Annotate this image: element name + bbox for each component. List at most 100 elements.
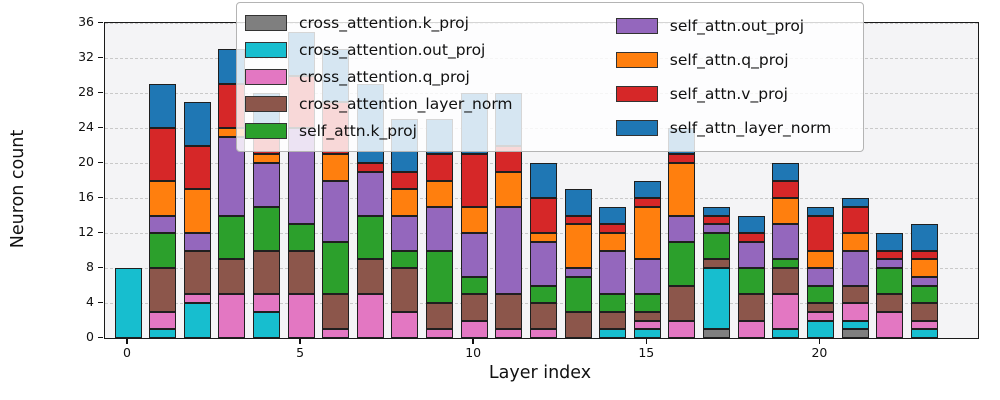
bar-segment-self_attn_layer_norm (806, 206, 834, 216)
legend-swatch-icon-cross_attention_layer_norm (245, 96, 287, 113)
bar-segment-cross_attention.k_proj (841, 329, 869, 338)
bar-layer-18 (737, 215, 765, 338)
bar-segment-self_attn.q_proj (183, 189, 211, 233)
legend-label: self_attn.out_proj (669, 17, 805, 35)
bar-segment-cross_attention.q_proj (183, 294, 211, 303)
bar-segment-cross_attention_layer_norm (841, 285, 869, 303)
legend-swatch-icon-self_attn.out_proj (615, 18, 658, 34)
legend-swatch-icon-self_attn.q_proj (615, 52, 658, 68)
legend-item-self_attn_layer_norm: self_attn_layer_norm (615, 115, 855, 142)
legend-item-cross_attention.out_proj: cross_attention.out_proj (245, 36, 616, 63)
bar-segment-cross_attention.out_proj (841, 320, 869, 330)
y-tick-label-16: 16 (78, 189, 94, 204)
bar-layer-15 (633, 180, 661, 338)
legend-swatch-icon-self_attn_layer_norm (615, 120, 658, 136)
bar-segment-self_attn.k_proj (287, 224, 315, 251)
bar-segment-cross_attention.q_proj (426, 329, 454, 338)
bar-segment-self_attn.v_proj (564, 215, 592, 225)
bar-segment-self_attn.k_proj (564, 276, 592, 312)
bar-segment-self_attn.q_proj (495, 171, 523, 207)
legend-label: self_attn.q_proj (669, 51, 789, 69)
bar-layer-23 (910, 224, 938, 338)
bar-segment-self_attn.k_proj (322, 241, 350, 295)
bar-segment-self_attn_layer_norm (841, 198, 869, 207)
bar-segment-self_attn.k_proj (633, 294, 661, 312)
bar-segment-self_attn.k_proj (772, 259, 800, 268)
bar-segment-self_attn.v_proj (183, 145, 211, 190)
bar-segment-self_attn.v_proj (910, 250, 938, 260)
bar-segment-cross_attention.q_proj (218, 294, 246, 338)
bar-segment-self_attn.q_proj (322, 154, 350, 181)
bar-segment-self_attn.k_proj (356, 215, 384, 260)
bar-layer-8 (391, 119, 419, 338)
bar-segment-self_attn.out_proj (391, 215, 419, 251)
bar-segment-cross_attention.out_proj (149, 329, 177, 338)
y-tick-label-20: 20 (78, 154, 94, 169)
bar-segment-cross_attention.out_proj (633, 329, 661, 338)
bar-segment-cross_attention.out_proj (703, 268, 731, 330)
bar-segment-self_attn.k_proj (910, 285, 938, 303)
x-tick-label-10: 10 (465, 345, 482, 360)
legend-swatch-icon-cross_attention.out_proj (245, 41, 287, 58)
bar-segment-self_attn.out_proj (806, 268, 834, 286)
bar-segment-self_attn.v_proj (391, 171, 419, 190)
bar-segment-self_attn.out_proj (876, 259, 904, 268)
bar-segment-self_attn.k_proj (703, 233, 731, 260)
bar-segment-cross_attention.out_proj (772, 329, 800, 338)
bar-segment-self_attn.q_proj (149, 180, 177, 216)
x-axis-label: Layer index (488, 363, 592, 383)
bar-segment-self_attn.k_proj (876, 268, 904, 295)
bar-segment-cross_attention_layer_norm (703, 259, 731, 268)
bar-layer-12 (529, 163, 557, 338)
y-tick-mark-20 (98, 161, 103, 163)
bar-segment-cross_attention_layer_norm (287, 250, 315, 295)
bar-segment-self_attn.out_proj (495, 206, 523, 295)
bar-segment-cross_attention.q_proj (356, 294, 384, 338)
y-tick-mark-24 (98, 126, 103, 128)
bar-segment-self_attn.out_proj (356, 171, 384, 216)
bar-segment-self_attn.q_proj (668, 163, 696, 216)
bar-segment-self_attn.out_proj (668, 215, 696, 242)
bar-segment-cross_attention.q_proj (322, 329, 350, 338)
bar-segment-self_attn.k_proj (218, 215, 246, 260)
x-tick-label-20: 20 (811, 345, 828, 360)
bar-segment-cross_attention.out_proj (183, 303, 211, 338)
bar-segment-cross_attention.out_proj (910, 329, 938, 338)
bar-layer-21 (841, 198, 869, 338)
bar-segment-cross_attention.q_proj (529, 329, 557, 338)
bar-segment-self_attn_layer_norm (599, 206, 627, 225)
bar-layer-19 (772, 163, 800, 338)
bar-segment-self_attn.out_proj (252, 163, 280, 207)
y-tick-label-32: 32 (78, 49, 94, 64)
y-tick-mark-36 (98, 21, 103, 23)
bar-segment-cross_attention_layer_norm (668, 285, 696, 321)
bar-segment-self_attn.v_proj (806, 215, 834, 251)
bar-segment-self_attn.out_proj (703, 224, 731, 233)
y-tick-label-28: 28 (78, 84, 94, 99)
legend-swatch-icon-self_attn.k_proj (245, 123, 287, 140)
bar-segment-self_attn.out_proj (599, 250, 627, 295)
legend-label: cross_attention.k_proj (299, 13, 469, 32)
bar-segment-self_attn_layer_norm (529, 163, 557, 198)
bar-segment-cross_attention.q_proj (252, 294, 280, 312)
bar-segment-self_attn.k_proj (737, 268, 765, 295)
bar-segment-cross_attention.out_proj (252, 311, 280, 338)
bar-segment-cross_attention.q_proj (806, 311, 834, 321)
y-tick-mark-12 (98, 231, 103, 233)
y-tick-label-0: 0 (86, 329, 94, 344)
bar-segment-cross_attention.q_proj (495, 329, 523, 338)
y-tick-mark-0 (98, 336, 103, 338)
legend-item-self_attn.k_proj: self_attn.k_proj (245, 118, 616, 145)
bar-segment-self_attn_layer_norm (149, 84, 177, 128)
y-tick-label-4: 4 (86, 294, 94, 309)
legend-swatch-icon-self_attn.v_proj (615, 86, 658, 102)
bar-layer-13 (564, 189, 592, 338)
bar-segment-cross_attention_layer_norm (910, 303, 938, 321)
bar-segment-cross_attention.q_proj (149, 311, 177, 330)
bar-segment-self_attn.out_proj (529, 241, 557, 286)
bar-segment-cross_attention_layer_norm (391, 268, 419, 312)
bar-layer-14 (599, 206, 627, 338)
bar-segment-cross_attention_layer_norm (322, 294, 350, 330)
bar-segment-cross_attention_layer_norm (806, 303, 834, 312)
bar-layer-17 (703, 206, 731, 338)
